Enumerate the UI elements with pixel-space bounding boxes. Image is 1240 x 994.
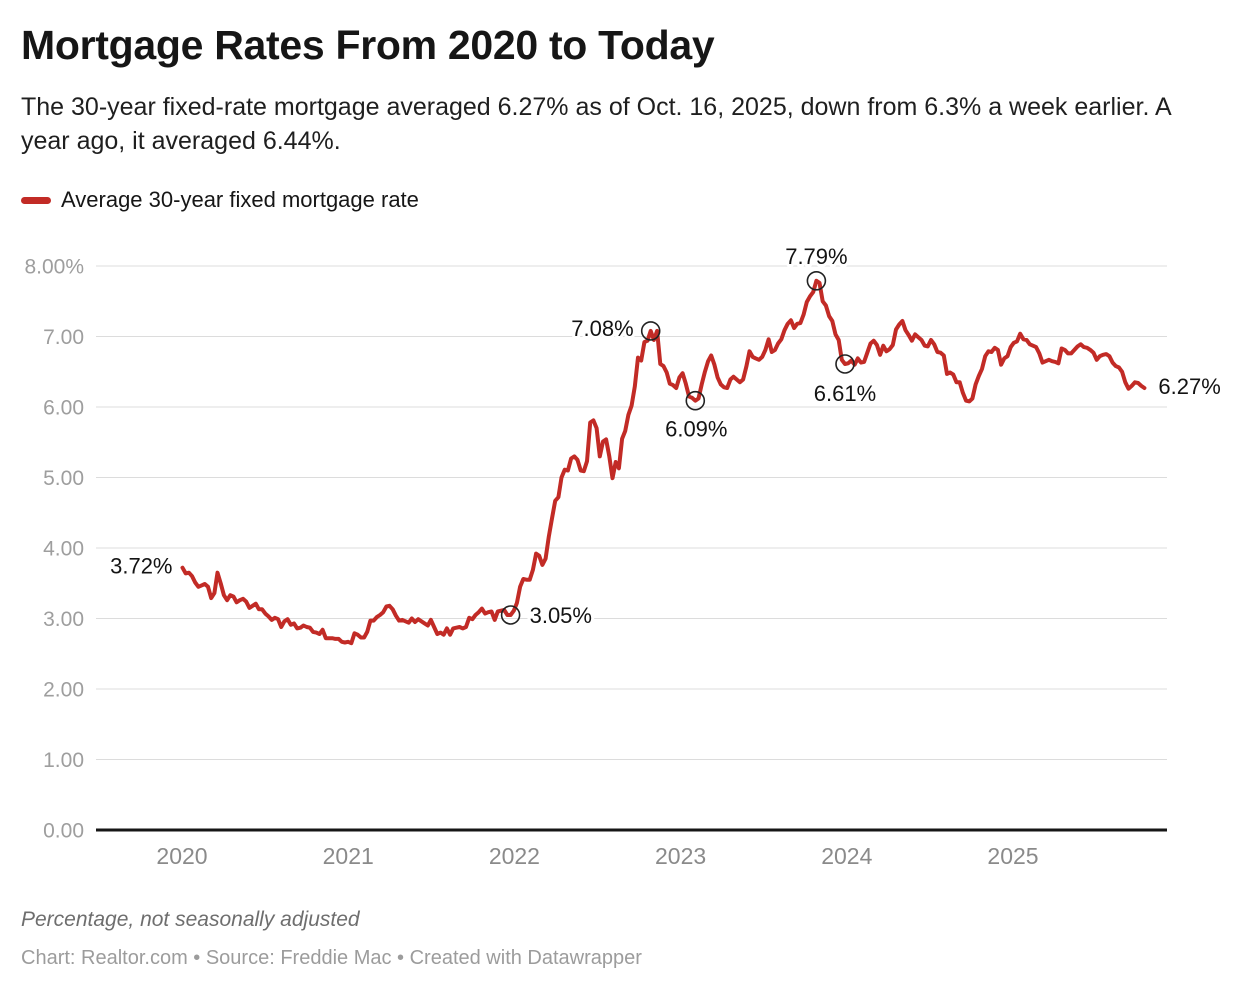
data-point-label: 6.61% (814, 381, 876, 406)
y-axis-tick-label: 5.00 (43, 467, 84, 490)
x-axis-tick-label: 2024 (821, 843, 872, 869)
data-point-marker (500, 605, 521, 625)
x-axis-tick-label: 2023 (655, 843, 706, 869)
data-point-marker (806, 270, 827, 291)
data-point-label: 3.72% (110, 554, 172, 579)
y-axis-tick-label: 1.00 (43, 749, 84, 772)
legend: Average 30-year fixed mortgage rate (21, 187, 419, 213)
data-point-marker (685, 390, 706, 411)
data-point-marker (640, 321, 661, 341)
data-point-label: 6.27% (1158, 374, 1220, 399)
y-axis-tick-label: 6.00 (43, 397, 84, 420)
y-axis-tick-label: 3.00 (43, 608, 84, 631)
y-axis-tick-label: 7.00 (43, 326, 84, 349)
mortgage-rate-line (180, 278, 1147, 646)
legend-label: Average 30-year fixed mortgage rate (61, 187, 419, 212)
chart-title: Mortgage Rates From 2020 to Today (21, 22, 715, 68)
chart-notes: Percentage, not seasonally adjusted (21, 908, 360, 931)
data-point-label: 3.05% (530, 603, 592, 628)
y-axis-tick-label: 4.00 (43, 538, 84, 561)
chart-subtitle: The 30-year fixed-rate mortgage averaged… (21, 93, 1171, 155)
data-point-marker (835, 354, 855, 374)
y-axis-tick-label: 0.00 (43, 820, 84, 843)
x-axis-tick-label: 2025 (987, 843, 1038, 869)
data-point-label: 7.79% (785, 244, 847, 269)
legend-line-swatch (21, 196, 51, 204)
chart-attribution: Chart: Realtor.com • Source: Freddie Mac… (21, 947, 642, 969)
x-axis-tick-label: 2020 (156, 843, 207, 869)
x-axis-tick-label: 2022 (489, 843, 540, 869)
x-axis-tick-label: 2021 (323, 843, 374, 869)
y-axis-tick-label: 2.00 (43, 679, 84, 702)
y-axis-tick-label: 8.00% (24, 256, 84, 279)
data-point-label: 7.08% (571, 316, 633, 341)
data-point-label: 6.09% (665, 417, 727, 442)
